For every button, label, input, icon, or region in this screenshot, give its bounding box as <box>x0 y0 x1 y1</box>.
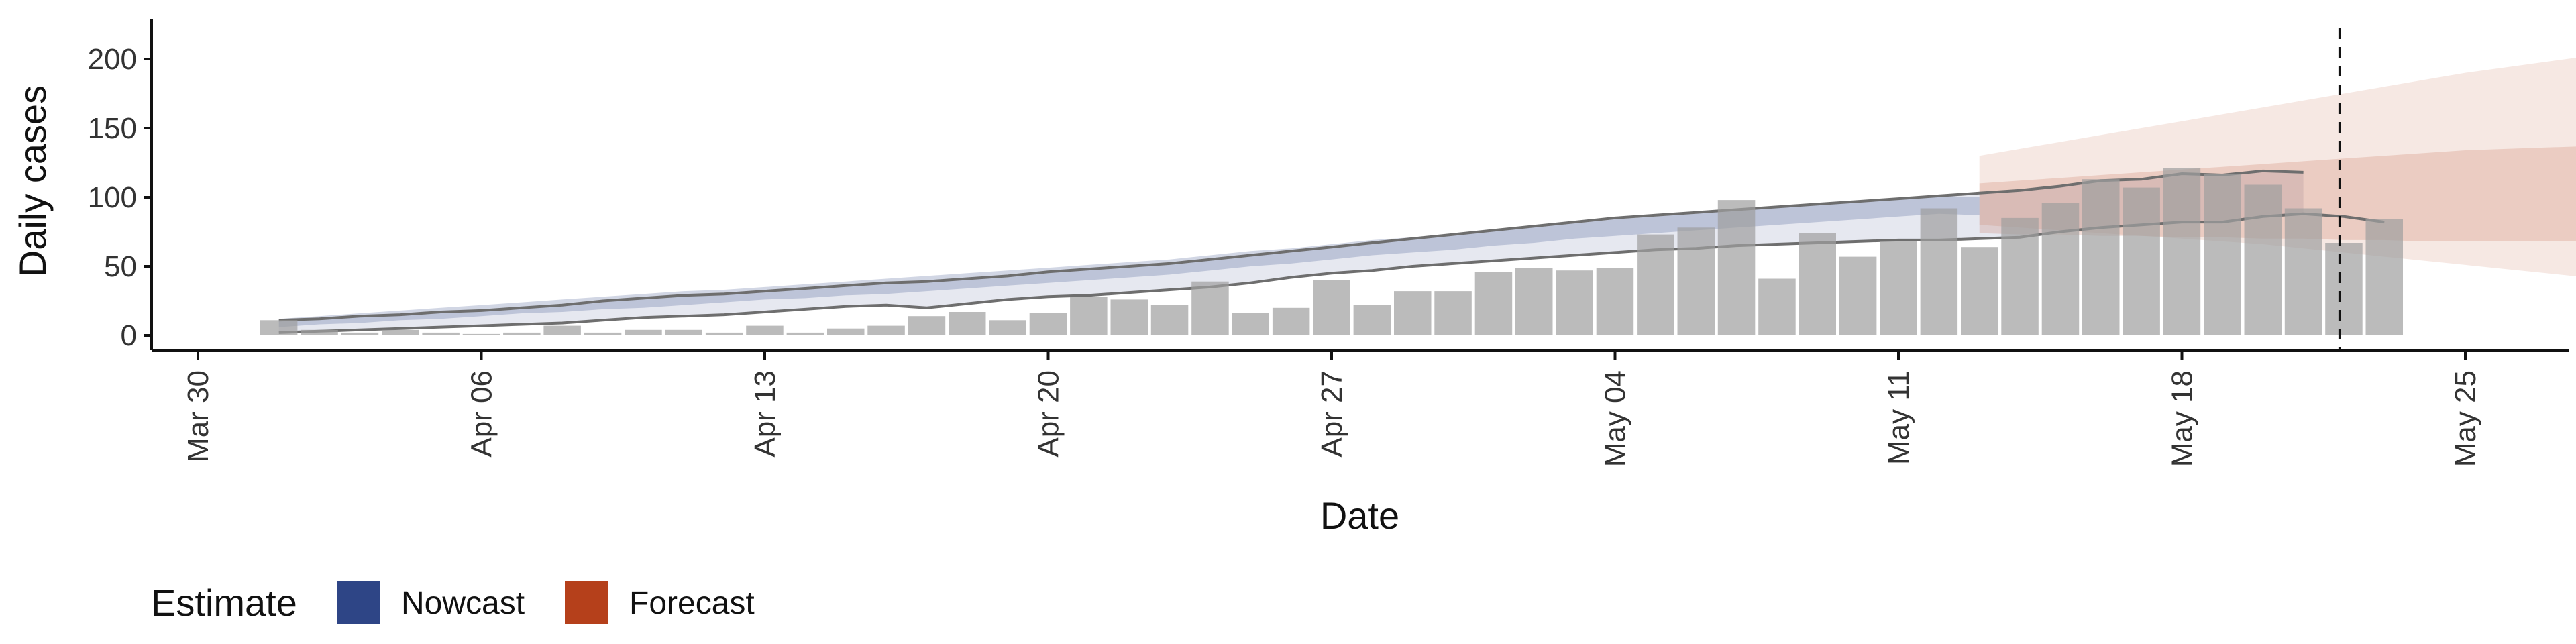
bar <box>584 332 622 335</box>
legend: Estimate Nowcast Forecast <box>151 581 755 624</box>
bar <box>1961 247 1998 335</box>
bar <box>1515 268 1553 335</box>
bar <box>543 325 581 335</box>
bar <box>625 329 662 335</box>
bar <box>341 332 379 335</box>
legend-label-forecast: Forecast <box>629 586 755 621</box>
bar <box>949 312 986 335</box>
bar <box>503 332 541 335</box>
x-tick-label: May 25 <box>2449 370 2482 467</box>
bar <box>422 332 460 335</box>
bar <box>2365 219 2403 335</box>
x-tick-label: Apr 13 <box>749 370 782 458</box>
nowcast-upper-line <box>278 169 2304 322</box>
x-tick-label: May 04 <box>1599 370 1632 467</box>
x-axis-title: Date <box>1320 494 1399 537</box>
bar <box>2041 203 2080 335</box>
bar <box>867 325 905 335</box>
bar <box>1070 297 1108 335</box>
bar <box>989 320 1026 335</box>
y-tick-label: 200 <box>88 43 137 76</box>
x-tick-label: Apr 27 <box>1316 370 1348 458</box>
bar <box>786 332 824 335</box>
bar <box>1313 280 1350 335</box>
legend-title: Estimate <box>151 582 297 624</box>
x-tick-label: Mar 30 <box>182 370 215 462</box>
x-tick-label: May 11 <box>1882 370 1915 465</box>
bar <box>827 328 865 335</box>
bar <box>1110 299 1148 335</box>
bar <box>2123 187 2160 335</box>
x-tick-label: Apr 06 <box>466 370 498 458</box>
legend-swatch-forecast <box>565 581 608 624</box>
bar <box>1232 313 1269 335</box>
bar <box>1353 305 1391 335</box>
x-tick-label: Apr 20 <box>1032 370 1065 458</box>
bar <box>1556 270 1593 335</box>
bar <box>382 329 419 335</box>
y-axis-title: Daily cases <box>11 85 54 277</box>
bar <box>1191 281 1229 335</box>
bar <box>2082 179 2120 335</box>
y-tick-label: 0 <box>121 319 137 352</box>
bar <box>2244 184 2282 335</box>
bar <box>1758 278 1796 335</box>
bars-layer <box>260 168 2403 335</box>
bar <box>1799 233 1836 335</box>
bar <box>2325 243 2363 335</box>
y-tick-label: 100 <box>88 181 137 214</box>
legend-label-nowcast: Nowcast <box>401 586 525 621</box>
x-tick-label: May 18 <box>2166 370 2199 467</box>
y-tick-label: 50 <box>104 250 137 283</box>
bar <box>2284 208 2322 335</box>
bar <box>1150 305 1189 335</box>
legend-swatch-nowcast <box>337 581 380 624</box>
bar <box>2001 217 2039 335</box>
bar <box>1920 208 1958 335</box>
bar <box>665 329 702 335</box>
bar <box>1880 241 1917 335</box>
bar <box>1839 256 1877 335</box>
bar <box>1474 272 1513 335</box>
bar <box>746 325 784 335</box>
bar <box>462 333 500 335</box>
axes-layer: 0 50 100 150 200 Mar 30 Apr 06 Apr 13 Apr 20 Apr … <box>88 19 2569 467</box>
bar <box>260 320 298 335</box>
bar <box>2163 168 2201 335</box>
y-tick-label: 150 <box>88 112 137 145</box>
bar <box>705 332 743 335</box>
bar <box>1717 200 1756 335</box>
bar <box>1394 291 1432 335</box>
bar <box>1677 227 1715 335</box>
bar <box>1434 291 1472 335</box>
bar <box>1596 268 1634 335</box>
bar <box>1029 313 1067 335</box>
bar <box>1272 307 1310 335</box>
bar <box>2204 174 2241 335</box>
bar <box>908 316 946 335</box>
bar <box>1637 234 1674 335</box>
bar <box>301 329 338 335</box>
